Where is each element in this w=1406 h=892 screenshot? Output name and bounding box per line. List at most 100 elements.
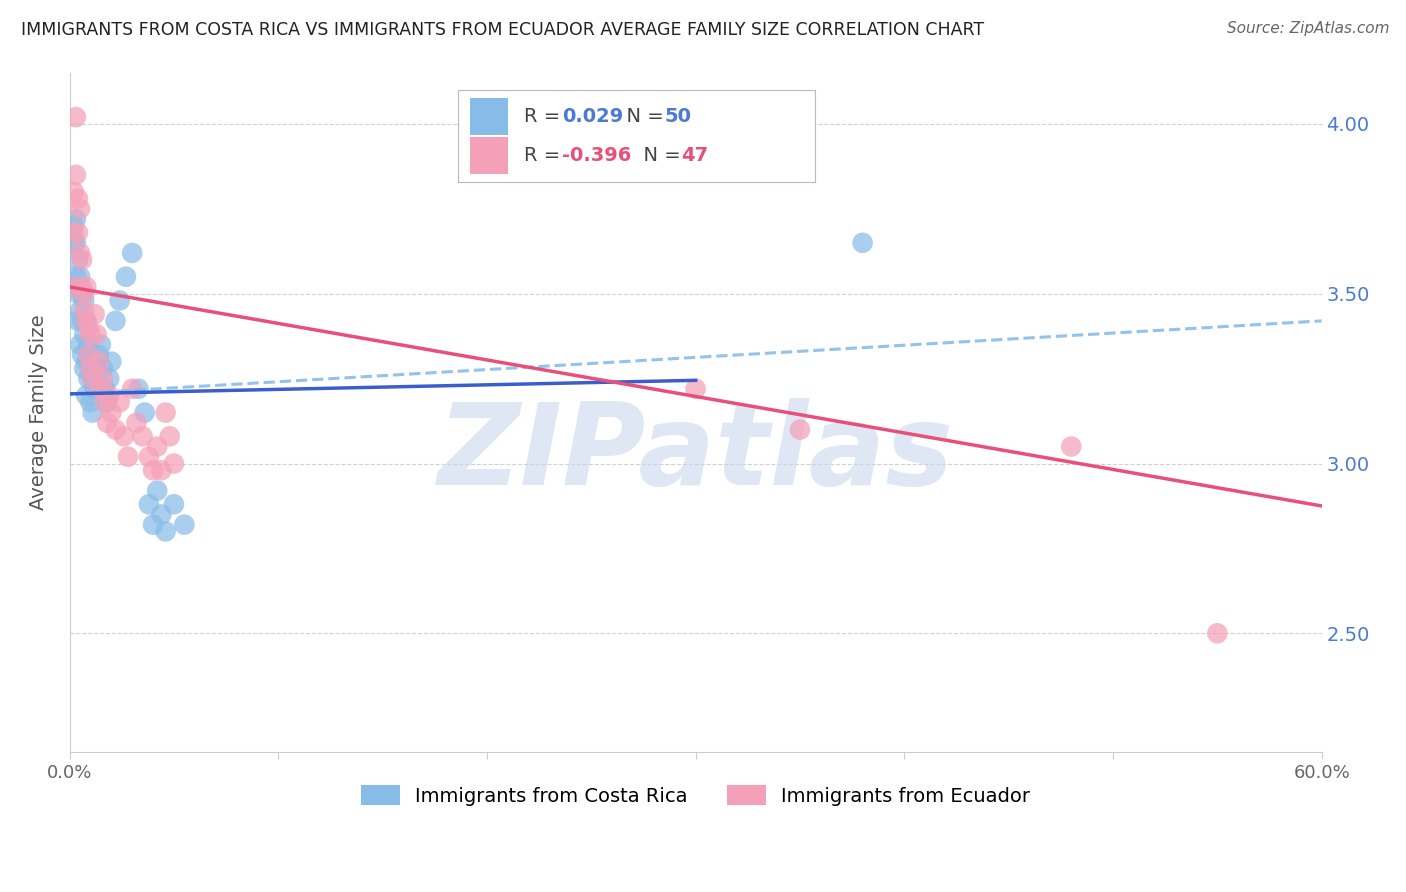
Point bbox=[163, 497, 186, 511]
Point bbox=[65, 168, 87, 182]
Point bbox=[60, 280, 83, 294]
Point bbox=[87, 354, 110, 368]
Point bbox=[73, 293, 96, 308]
Point bbox=[104, 423, 127, 437]
Point bbox=[94, 395, 117, 409]
Y-axis label: Average Family Size: Average Family Size bbox=[30, 315, 48, 510]
Point bbox=[150, 508, 173, 522]
Text: IMMIGRANTS FROM COSTA RICA VS IMMIGRANTS FROM ECUADOR AVERAGE FAMILY SIZE CORREL: IMMIGRANTS FROM COSTA RICA VS IMMIGRANTS… bbox=[21, 21, 984, 38]
Point bbox=[83, 382, 105, 396]
Point bbox=[73, 327, 96, 342]
Point bbox=[96, 416, 118, 430]
Point bbox=[66, 286, 89, 301]
Point bbox=[69, 269, 91, 284]
Point bbox=[87, 348, 110, 362]
Text: N =: N = bbox=[630, 145, 686, 165]
Point bbox=[86, 327, 108, 342]
Point bbox=[98, 371, 121, 385]
Point bbox=[65, 235, 87, 250]
Point bbox=[138, 497, 160, 511]
Point bbox=[1206, 626, 1229, 640]
FancyBboxPatch shape bbox=[458, 90, 814, 182]
Point bbox=[70, 280, 93, 294]
Point bbox=[62, 235, 84, 250]
Point bbox=[77, 371, 100, 385]
Point bbox=[82, 371, 104, 385]
Point bbox=[75, 354, 97, 368]
Point bbox=[112, 429, 135, 443]
Point bbox=[94, 382, 117, 396]
Point bbox=[96, 395, 118, 409]
Point bbox=[73, 286, 96, 301]
Point bbox=[142, 517, 165, 532]
Text: N =: N = bbox=[614, 107, 671, 126]
Point bbox=[159, 429, 181, 443]
Point bbox=[173, 517, 195, 532]
Point bbox=[142, 463, 165, 477]
Point bbox=[121, 246, 143, 260]
Point bbox=[69, 337, 91, 351]
Point bbox=[65, 269, 87, 284]
Point bbox=[108, 293, 131, 308]
Point bbox=[155, 406, 177, 420]
Point bbox=[62, 219, 84, 233]
Point bbox=[90, 337, 112, 351]
Point bbox=[66, 252, 89, 267]
Point bbox=[70, 314, 93, 328]
Point bbox=[131, 429, 153, 443]
Point bbox=[62, 185, 84, 199]
Point bbox=[163, 457, 186, 471]
Point bbox=[851, 235, 873, 250]
Point bbox=[115, 269, 138, 284]
Point bbox=[104, 314, 127, 328]
Legend: Immigrants from Costa Rica, Immigrants from Ecuador: Immigrants from Costa Rica, Immigrants f… bbox=[353, 778, 1038, 814]
Point bbox=[90, 382, 112, 396]
Point bbox=[127, 382, 149, 396]
Text: ZIPatlas: ZIPatlas bbox=[437, 398, 953, 508]
Point bbox=[1060, 440, 1083, 454]
Point bbox=[82, 371, 104, 385]
Point bbox=[79, 361, 101, 376]
Point bbox=[73, 303, 96, 318]
Point bbox=[70, 252, 93, 267]
Point bbox=[79, 361, 101, 376]
Point bbox=[117, 450, 139, 464]
Point bbox=[155, 524, 177, 539]
Point bbox=[91, 361, 114, 376]
Point bbox=[789, 423, 811, 437]
Point bbox=[83, 307, 105, 321]
Point bbox=[82, 406, 104, 420]
Point bbox=[138, 450, 160, 464]
Text: -0.396: -0.396 bbox=[561, 145, 631, 165]
Point bbox=[60, 280, 83, 294]
Point bbox=[66, 314, 89, 328]
Point bbox=[66, 226, 89, 240]
Point bbox=[134, 406, 156, 420]
Point bbox=[65, 212, 87, 227]
Point bbox=[685, 382, 707, 396]
Point bbox=[62, 226, 84, 240]
Point bbox=[77, 337, 100, 351]
Point bbox=[70, 286, 93, 301]
Text: R =: R = bbox=[524, 107, 567, 126]
Point bbox=[75, 280, 97, 294]
Text: R =: R = bbox=[524, 145, 567, 165]
Point bbox=[79, 327, 101, 342]
Point bbox=[75, 314, 97, 328]
Point bbox=[79, 395, 101, 409]
Point bbox=[77, 348, 100, 362]
Point bbox=[70, 348, 93, 362]
Point bbox=[69, 246, 91, 260]
Point bbox=[69, 303, 91, 318]
Point bbox=[75, 388, 97, 402]
Point bbox=[77, 320, 100, 334]
Point bbox=[108, 395, 131, 409]
Point bbox=[100, 406, 122, 420]
Point bbox=[65, 110, 87, 124]
Point bbox=[100, 354, 122, 368]
Point bbox=[86, 361, 108, 376]
Text: 50: 50 bbox=[664, 107, 692, 126]
Point bbox=[146, 440, 169, 454]
Point bbox=[91, 371, 114, 385]
Point bbox=[66, 192, 89, 206]
